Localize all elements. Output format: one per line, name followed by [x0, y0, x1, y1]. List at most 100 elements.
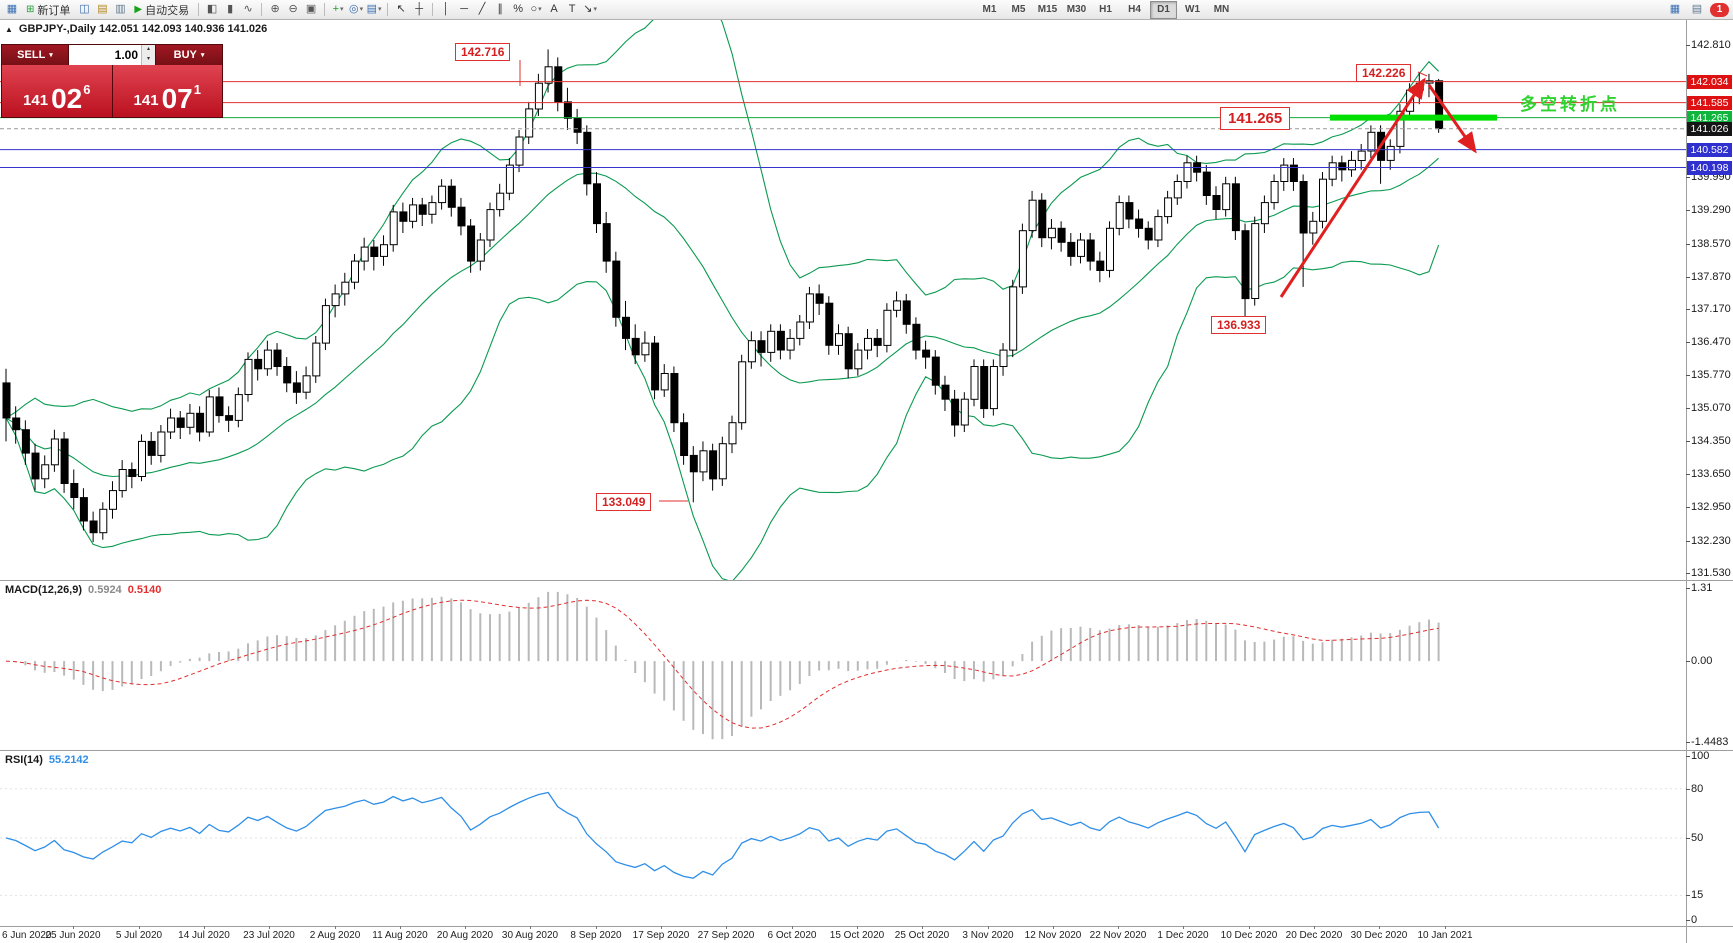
bar-chart-icon[interactable]: ◧ — [206, 3, 218, 15]
candlestick-chart-icon[interactable]: ▮ — [227, 3, 234, 15]
macd-tick--1.4483: -1.4483 — [1691, 736, 1729, 748]
main-chart-plot[interactable] — [0, 19, 1686, 580]
toolbar-left-group: ▦ ⊞ 新订单 ◫ ▤ ▥ ▶ 自动交易 ◧ ▮ ∿ ⊕ ⊖ ▣ + ▾ ◎ ▾ ▤ ▾ ↖ ┼ │ ─ ╱ ∥% ○ ▾ A T ↘ ▾ — [0, 0, 599, 19]
new-order-button-label: 新订单 — [37, 4, 71, 17]
timeframe-m5[interactable]: M5 — [1011, 4, 1026, 15]
chart-profile-icon[interactable]: ▦ — [1669, 3, 1681, 15]
timeframe-h1[interactable]: H1 — [1099, 4, 1112, 15]
tile-windows-icon[interactable]: ▣ — [305, 3, 317, 15]
crosshair-icon[interactable]: ┼ — [415, 3, 423, 15]
templates-icon[interactable]: ◎ ▾ — [347, 1, 365, 18]
volume-field[interactable]: ▴ ▾ — [68, 45, 156, 65]
cursor-icon[interactable]: ↖ — [396, 3, 406, 15]
zoom-in-icon[interactable]: ⊕ — [270, 3, 280, 15]
channel-icon[interactable]: ∥ — [497, 3, 503, 15]
history-center-icon[interactable]: ▤ — [97, 3, 108, 15]
date-tick-25-Jun-2020: 25 Jun 2020 — [45, 930, 101, 941]
price-tick-142.810: 142.810 — [1691, 39, 1731, 51]
toolbar-separator — [261, 3, 263, 16]
date-tick-23-Jul-2020: 23 Jul 2020 — [243, 930, 295, 941]
pane-divider-rsi[interactable] — [0, 750, 1733, 751]
sell-price-point: 6 — [83, 82, 91, 97]
main-toolbar: ▦ ⊞ 新订单 ◫ ▤ ▥ ▶ 自动交易 ◧ ▮ ∿ ⊕ ⊖ ▣ + ▾ ◎ ▾ ▤ ▾ ↖ ┼ │ ─ ╱ ∥% ○ ▾ A T ↘ ▾ M… — [0, 0, 1733, 20]
macd-plot[interactable] — [0, 580, 1686, 750]
timeframe-mn[interactable]: MN — [1213, 4, 1230, 15]
price-badge-142.034: 142.034 — [1687, 75, 1732, 89]
buy-price-pips: 07 — [161, 83, 193, 115]
line-chart-icon[interactable]: ∿ — [243, 3, 253, 15]
inbox-icon[interactable]: ▤ — [1691, 3, 1703, 15]
date-tick-20-Aug-2020: 20 Aug 2020 — [436, 930, 494, 941]
volume-up-icon[interactable]: ▴ — [142, 45, 155, 55]
sell-price-big: 141 — [23, 92, 49, 109]
indicators-icon[interactable]: + ▾ — [329, 1, 347, 18]
volume-down-icon[interactable]: ▾ — [142, 55, 155, 65]
toolbar-separator — [198, 3, 200, 16]
price-label-136.933[interactable]: 136.933 — [1211, 316, 1267, 334]
date-tick-2-Aug-2020: 2 Aug 2020 — [309, 930, 361, 941]
buy-button[interactable]: BUY ▾ — [156, 45, 222, 65]
date-tick-10-Jan-2021: 10 Jan 2021 — [1417, 930, 1473, 941]
chart-note-cn[interactable]: 多空转折点 — [1520, 95, 1620, 114]
trend-arrow-2[interactable] — [1427, 84, 1477, 154]
buy-price-point: 1 — [193, 82, 201, 97]
new-order-button[interactable]: ⊞ 新订单 — [21, 1, 75, 18]
auto-trading-button[interactable]: ▶ 自动交易 — [129, 1, 194, 18]
shapes-icon[interactable]: ○ ▾ — [527, 1, 545, 18]
date-tick-10-Dec-2020: 10 Dec 2020 — [1220, 930, 1278, 941]
rsi-title: RSI(14) — [5, 754, 43, 766]
price-tick-135.070: 135.070 — [1691, 402, 1731, 414]
price-tick-139.990: 139.990 — [1691, 171, 1731, 183]
macd-signal-value: 0.5140 — [127, 584, 162, 596]
time-axis-divider — [0, 926, 1733, 927]
timeframe-w1[interactable]: W1 — [1185, 4, 1200, 15]
navigator-icon[interactable]: ▥ — [115, 3, 126, 15]
auto-trading-icon: ▶ — [134, 4, 143, 15]
price-label-142.226[interactable]: 142.226 — [1356, 64, 1412, 82]
dropdown-caret-icon: ▾ — [538, 6, 542, 13]
buy-price[interactable]: 141 07 1 — [112, 65, 222, 117]
zoom-out-icon[interactable]: ⊖ — [288, 3, 298, 15]
timeframe-m1[interactable]: M1 — [982, 4, 997, 15]
rsi-plot[interactable] — [0, 750, 1686, 926]
price-tick-133.650: 133.650 — [1691, 468, 1731, 480]
vertical-line-icon[interactable]: │ — [442, 3, 450, 15]
sell-button[interactable]: SELL ▾ — [2, 45, 68, 65]
label-icon[interactable]: T — [568, 3, 576, 15]
pane-divider-macd[interactable] — [0, 580, 1733, 581]
macd-signal-line — [5, 599, 1439, 729]
trendline-icon[interactable]: ╱ — [478, 3, 486, 15]
timeframe-d1[interactable]: D1 — [1150, 1, 1177, 19]
bollinger-middle-band — [5, 157, 1439, 478]
rsi-label: RSI(14) 55.2142 — [5, 754, 89, 766]
timeframe-m15[interactable]: M15 — [1037, 4, 1058, 15]
date-tick-11-Aug-2020: 11 Aug 2020 — [372, 930, 428, 941]
price-label-142.716[interactable]: 142.716 — [455, 43, 511, 61]
arrows-icon[interactable]: ↘ ▾ — [581, 1, 599, 18]
volume-input[interactable] — [69, 45, 141, 65]
candlestick-series[interactable] — [2, 49, 1444, 543]
trend-arrow-1[interactable] — [1279, 77, 1426, 298]
timeframe-m30[interactable]: M30 — [1066, 4, 1087, 15]
timeframe-h4[interactable]: H4 — [1128, 4, 1141, 15]
horizontal-line-icon[interactable]: ─ — [460, 3, 468, 15]
date-tick-25-Oct-2020: 25 Oct 2020 — [894, 930, 950, 941]
notification-badge[interactable]: 1 — [1710, 2, 1729, 17]
sell-price[interactable]: 141 02 6 — [2, 65, 112, 117]
market-watch-icon[interactable]: ◫ — [79, 3, 90, 15]
date-tick-6-Oct-2020: 6 Oct 2020 — [767, 930, 817, 941]
new-chart-icon[interactable]: ▦ — [6, 3, 18, 15]
date-tick-17-Sep-2020: 17 Sep 2020 — [632, 930, 690, 941]
volume-spinner[interactable]: ▴ ▾ — [141, 45, 155, 65]
text-icon[interactable]: A — [550, 3, 558, 15]
timeframes-menu-icon[interactable]: ▤ ▾ — [365, 1, 383, 18]
rsi-line — [5, 791, 1440, 879]
price-label-141.265[interactable]: 141.265 — [1220, 107, 1291, 130]
price-tick-138.570: 138.570 — [1691, 238, 1731, 250]
rsi-tick-100: 100 — [1691, 750, 1710, 762]
price-label-133.049[interactable]: 133.049 — [596, 493, 652, 511]
objects-collapse-icon[interactable]: ▲ — [5, 25, 13, 34]
fibonacci-icon[interactable]: % — [513, 3, 523, 15]
price-tick-137.870: 137.870 — [1691, 271, 1731, 283]
